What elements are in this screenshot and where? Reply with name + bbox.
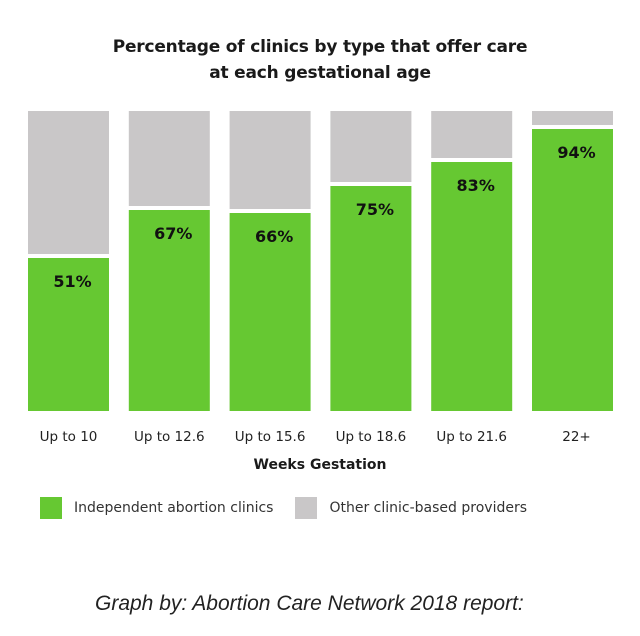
source-caption: Graph by: Abortion Care Network 2018 rep… [95,592,524,615]
bar-group: 51% Up to 10 [28,111,109,445]
data-label: 83% [457,176,495,195]
legend-label-independent: Independent abortion clinics [74,500,274,516]
x-axis-label: Weeks Gestation [253,457,387,473]
legend-swatch-other [295,497,318,519]
bar-independent [532,129,613,411]
bar-group: 67% Up to 12.6 [128,111,210,445]
bar-group: 94% 22+ [532,111,613,445]
bar-group: 75% Up to 18.6 [330,111,412,445]
x-tick-label: Up to 12.6 [134,429,205,445]
bar-other-clinic-based [431,111,513,158]
bar-group: 83% Up to 21.6 [431,111,513,445]
bar-group: 66% Up to 15.6 [229,111,311,445]
bar-other-clinic-based [229,111,311,209]
bar-chart: 51% Up to 10 67% Up to 12.6 66% Up to 15.6 75%… [28,111,613,445]
bar-independent [431,162,513,411]
bar-other-clinic-based [28,111,109,254]
bar-other-clinic-based [330,111,412,182]
data-label: 67% [154,224,192,243]
data-label: 94% [557,143,595,162]
legend: Independent abortion clinics Other clini… [40,497,549,519]
bar-other-clinic-based [128,111,210,206]
data-label: 51% [53,272,91,291]
chart-title-line-1: Percentage of clinics by type that offer… [112,37,528,57]
data-label: 66% [255,227,293,246]
legend-swatch-independent [40,497,62,519]
data-label: 75% [356,200,394,219]
legend-item-other: Other clinic-based providers [295,497,527,519]
bar-independent [28,258,109,411]
chart-title: Percentage of clinics by type that offer… [0,34,640,86]
bar-independent [128,210,210,411]
legend-item-independent: Independent abortion clinics [40,497,273,519]
x-tick-label: Up to 10 [40,429,98,445]
bar-other-clinic-based [532,111,613,125]
x-tick-label: 22+ [562,429,591,445]
bar-independent [229,213,311,411]
x-tick-label: Up to 21.6 [436,429,507,445]
chart-title-line-2: at each gestational age [209,63,431,83]
legend-label-other: Other clinic-based providers [329,500,528,516]
x-tick-label: Up to 18.6 [336,429,407,445]
bar-independent [330,186,412,411]
x-tick-label: Up to 15.6 [235,429,306,445]
